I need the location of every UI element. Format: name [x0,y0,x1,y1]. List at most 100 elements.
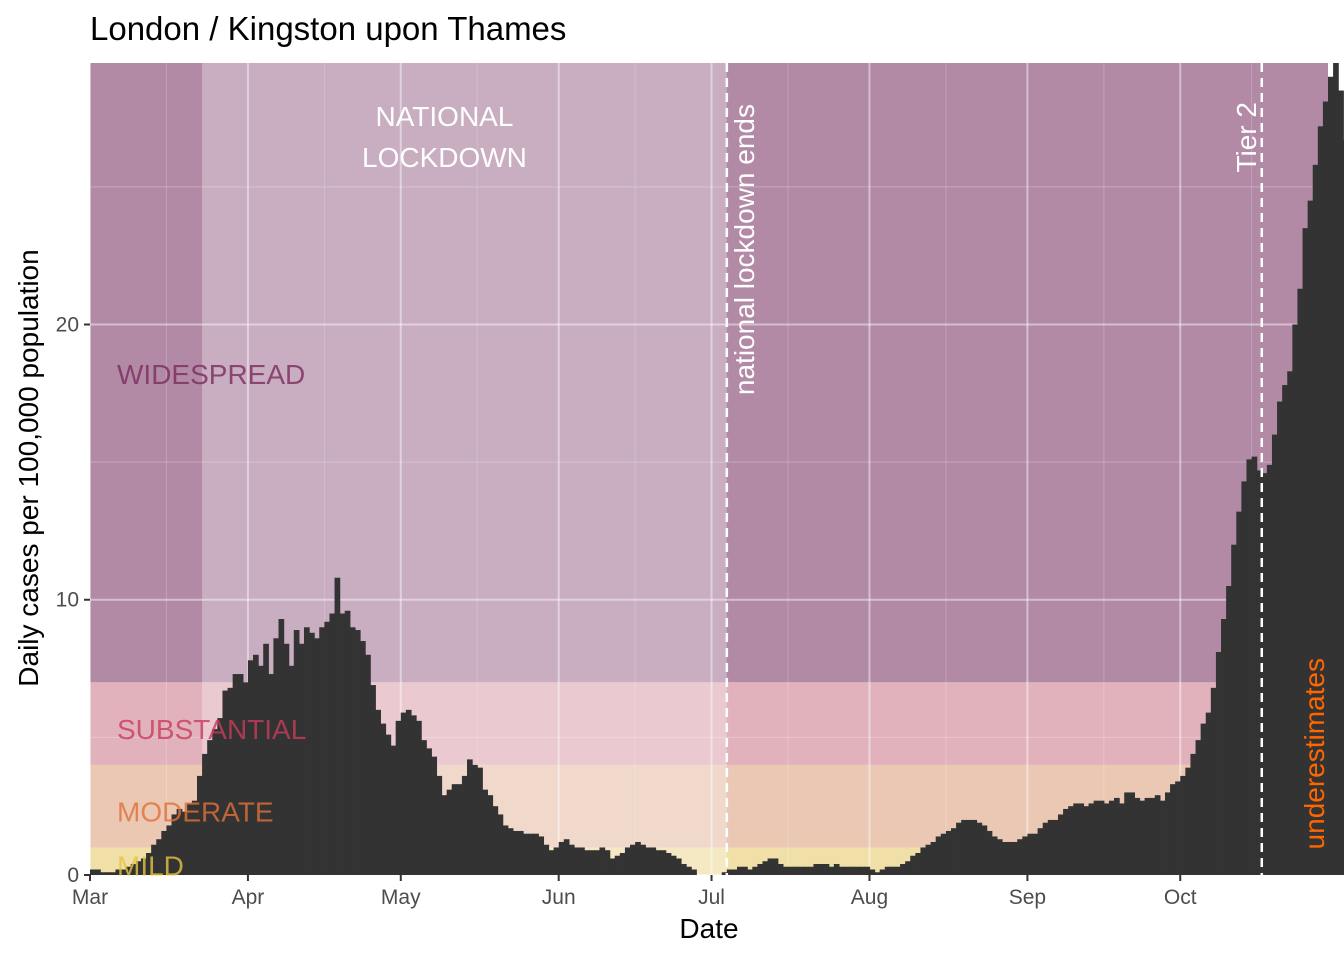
bar [930,841,937,875]
bar [1221,619,1227,875]
bar [1063,808,1069,875]
bar [1322,101,1329,876]
bar [303,627,310,875]
bar [354,630,361,875]
y-axis-title: Daily cases per 100,000 population [13,249,44,686]
x-tick-label: Jul [698,886,725,909]
bar [849,866,855,875]
bar [242,682,249,875]
bar [823,863,830,875]
bar [594,850,601,875]
bar [670,855,677,875]
bar [686,866,692,875]
bar [1312,164,1319,876]
bar [650,847,657,875]
bar [314,638,320,875]
bar [645,847,652,875]
bar [293,630,300,875]
bar [523,833,529,875]
bar [1338,90,1344,876]
bar [767,858,774,875]
bar [1210,687,1217,875]
bar [166,825,173,875]
bar [859,866,865,875]
lockdown-label-line1: NATIONAL [375,101,513,132]
bar [604,850,611,875]
bar [298,643,305,875]
bar [202,753,208,875]
bar [95,869,101,875]
bar [599,847,606,875]
bar [1241,481,1248,875]
bar [665,852,672,875]
bar [553,847,560,875]
bar [400,712,407,875]
bar [660,850,667,875]
bar [1190,753,1197,875]
bar [421,740,427,875]
bar [828,866,835,875]
bar [915,852,922,875]
bar [502,825,509,875]
bar [1093,800,1100,875]
bar [757,863,764,875]
bar [956,822,962,875]
bar [894,866,901,875]
bar [721,872,728,875]
bar [344,610,351,875]
bar [950,828,957,875]
bar [1103,803,1110,875]
bar [1047,819,1054,875]
annotations: MILD MODERATE SUBSTANTIAL WIDESPREAD NATIONA… [117,63,1330,881]
bar [1012,841,1018,875]
x-tick-label: Oct [1164,886,1197,909]
bar [798,866,804,875]
bar [1149,797,1156,875]
bar [563,839,570,875]
bar [1154,795,1161,875]
bar [910,855,916,875]
bar [854,866,860,875]
bar [782,866,789,875]
bar [981,825,988,875]
bar [90,869,96,875]
bar [1215,652,1222,875]
bar [309,632,315,875]
bar [1256,470,1263,875]
bar [1134,797,1141,875]
bar [212,729,218,875]
bar [568,844,575,875]
bar [869,869,876,875]
bar [905,861,911,875]
bar [140,858,147,875]
bar [1180,775,1186,875]
bar [105,872,111,875]
bar [365,654,371,875]
bar [482,789,488,875]
bar [125,866,132,875]
band-label-mild: MILD [117,850,184,881]
bar [512,830,519,875]
bar [416,720,422,875]
bar [467,759,473,875]
bar [558,841,565,875]
bar [777,863,784,875]
x-tick-label: May [381,886,421,909]
bar [935,836,942,875]
bar [1292,324,1299,875]
bar [1139,800,1146,875]
x-tick-label: Sep [1009,886,1046,909]
bar [803,866,809,875]
bar [1175,781,1181,875]
bar [793,866,799,875]
bar [507,828,514,875]
bar [579,847,585,875]
bar [1271,434,1278,875]
bar [441,795,448,875]
bar [976,822,983,875]
bar [370,685,376,875]
bar [1037,828,1044,875]
bar [1088,803,1095,875]
band-label-substantial: SUBSTANTIAL [117,714,306,745]
bar [1251,456,1258,875]
